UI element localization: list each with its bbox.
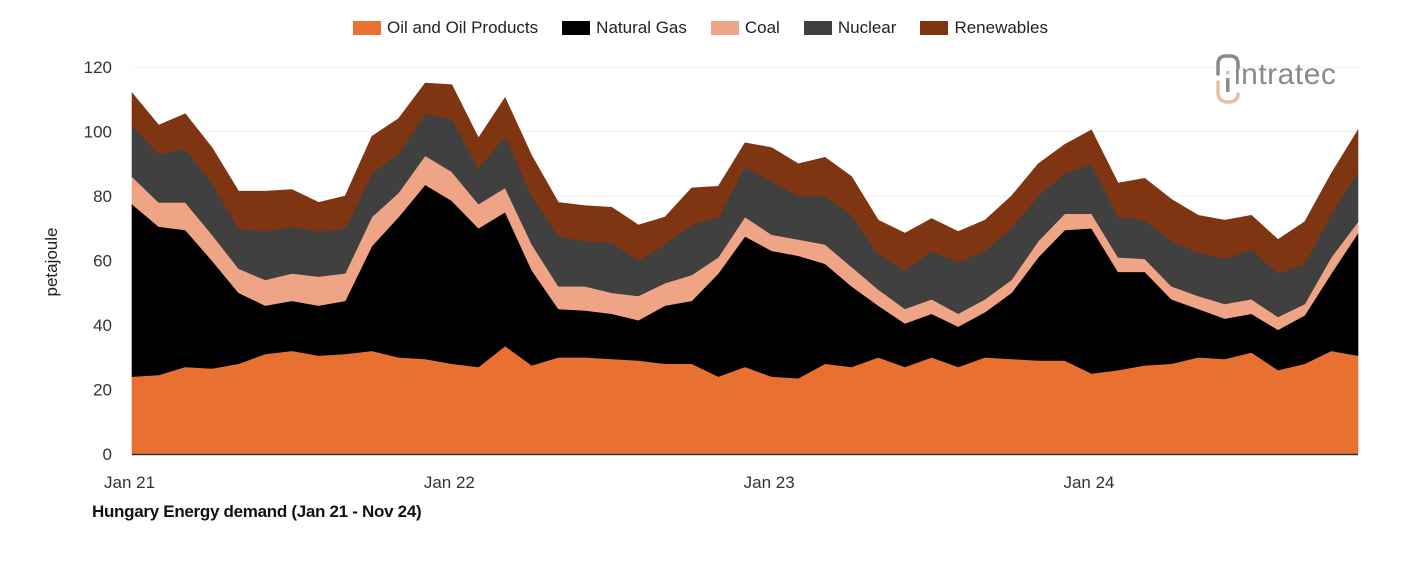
- logo-text: intratec: [1234, 58, 1337, 91]
- x-tick-label: Jan 24: [1063, 473, 1114, 492]
- intratec-logo: intratec: [1212, 52, 1362, 108]
- y-tick-label: 60: [93, 252, 112, 271]
- legend-swatch-coal: [710, 21, 739, 35]
- legend-item-coal[interactable]: Coal: [710, 18, 780, 38]
- y-tick-label: 100: [84, 123, 112, 142]
- y-tick-label: 20: [93, 381, 112, 400]
- legend-label-renewables: Renewables: [954, 18, 1048, 37]
- y-axis-ticks: 0 20 40 60 80 100 120: [84, 58, 112, 464]
- legend-label-natural-gas: Natural Gas: [596, 18, 687, 37]
- area-series: [131, 82, 1359, 455]
- area-renewables: [131, 82, 1359, 274]
- y-tick-label: 0: [103, 445, 112, 464]
- legend-swatch-oil: [352, 21, 381, 35]
- legend: Oil and Oil Products Natural Gas Coal Nu…: [0, 18, 1401, 38]
- x-tick-label: Jan 23: [744, 473, 795, 492]
- logo-mark-icon: [1216, 54, 1240, 104]
- y-axis-label: petajoule: [42, 227, 61, 297]
- legend-item-renewables[interactable]: Renewables: [920, 18, 1048, 38]
- legend-item-nuclear[interactable]: Nuclear: [803, 18, 897, 38]
- y-tick-label: 80: [93, 187, 112, 206]
- x-axis-ticks: Jan 21 Jan 22 Jan 23 Jan 24: [104, 473, 1115, 492]
- legend-item-natural-gas[interactable]: Natural Gas: [562, 18, 687, 38]
- legend-label-coal: Coal: [744, 18, 780, 37]
- y-tick-label: 120: [84, 58, 112, 77]
- legend-swatch-renewables: [920, 21, 949, 35]
- legend-label-nuclear: Nuclear: [837, 18, 897, 37]
- chart-caption: Hungary Energy demand (Jan 21 - Nov 24): [92, 502, 422, 521]
- legend-swatch-nuclear: [803, 21, 832, 35]
- legend-item-oil[interactable]: Oil and Oil Products: [352, 18, 539, 38]
- legend-label-oil: Oil and Oil Products: [386, 18, 539, 37]
- x-tick-label: Jan 22: [424, 473, 475, 492]
- y-tick-label: 40: [93, 316, 112, 335]
- x-tick-label: Jan 21: [104, 473, 155, 492]
- legend-swatch-natural-gas: [562, 21, 591, 35]
